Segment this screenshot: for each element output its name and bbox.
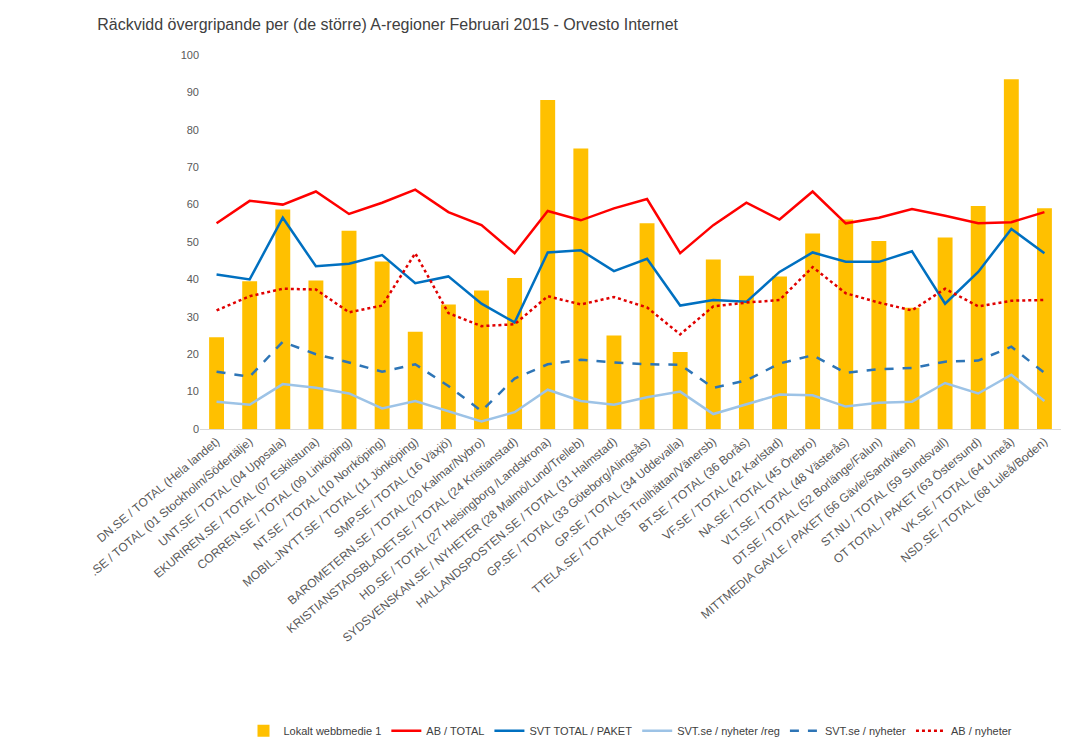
svg-text:Räckvidd övergripande per (de: Räckvidd övergripande per (de större) A-…: [97, 16, 678, 33]
svg-text:BT.SE / TOTAL (36 Borås): BT.SE / TOTAL (36 Borås): [636, 435, 752, 535]
svg-text:HALLANDSPOSTEN.SE / TOTAL (31: HALLANDSPOSTEN.SE / TOTAL (31 Halmstad): [413, 435, 619, 611]
svg-text:100: 100: [181, 49, 199, 61]
svg-text:NT.SE / TOTAL (10 Norrköping): NT.SE / TOTAL (10 Norrköping): [251, 435, 388, 553]
svg-text:KRISTIANSTADSBLADET.SE / TOTAL: KRISTIANSTADSBLADET.SE / TOTAL (24 Krist…: [284, 435, 520, 636]
svg-text:80: 80: [187, 124, 199, 136]
svg-text:TTELA.SE / TOTAL (35 Trollhätt: TTELA.SE / TOTAL (35 Trollhättan/Vänersb…: [530, 435, 720, 597]
svg-text:AB / nyheter: AB / nyheter: [951, 725, 1012, 737]
svg-text:MOBIL.JNYTT.SE / TOTAL (11 Jön: MOBIL.JNYTT.SE / TOTAL (11 Jönköping): [240, 435, 421, 590]
svg-text:GP.SE / TOTAL (33 Göteborg/Ali: GP.SE / TOTAL (33 Göteborg/Alingsås): [484, 435, 653, 580]
svg-text:SVT TOTAL / PAKET: SVT TOTAL / PAKET: [529, 725, 632, 737]
svg-text:CORREN.SE / TOTAL (09 Linköpin: CORREN.SE / TOTAL (09 Linköping): [194, 435, 354, 573]
svg-text:SMP.SE / TOTAL (16 Växjö): SMP.SE / TOTAL (16 Växjö): [331, 435, 454, 541]
svg-text:.SE / TOTAL (01 Stockholm/Söde: .SE / TOTAL (01 Stockholm/Södertälje): [87, 435, 255, 579]
svg-text:40: 40: [187, 273, 199, 285]
svg-text:OT TOTAL / PAKET (63 Östersund: OT TOTAL / PAKET (63 Östersund): [831, 435, 984, 567]
svg-text:NSD.SE / TOTAL (68 Luleå/Boden: NSD.SE / TOTAL (68 Luleå/Boden): [898, 435, 1050, 566]
svg-text:90: 90: [187, 86, 199, 98]
svg-text:60: 60: [187, 198, 199, 210]
svg-text:0: 0: [193, 423, 199, 435]
svg-text:10: 10: [187, 385, 199, 397]
svg-text:MITTMEDIA GAVLE / PAKET (56 Gä: MITTMEDIA GAVLE / PAKET (56 Gävle/Sandvi…: [698, 435, 917, 622]
svg-text:Lokalt webbmedie 1: Lokalt webbmedie 1: [284, 725, 382, 737]
svg-text:SVT.se / nyheter: SVT.se / nyheter: [825, 725, 906, 737]
svg-text:20: 20: [187, 348, 199, 360]
svg-text:ST.NU / TOTAL (59 Sundsvall): ST.NU / TOTAL (59 Sundsvall): [818, 435, 951, 550]
svg-text:SYDSVENSKAN.SE / NYHETER (28 M: SYDSVENSKAN.SE / NYHETER (28 Malmö/Lund/…: [340, 435, 587, 645]
svg-text:VK.SE / TOTAL (64 Umeå): VK.SE / TOTAL (64 Umeå): [899, 435, 1017, 537]
svg-text:VLT.SE / TOTAL (48 Västerås): VLT.SE / TOTAL (48 Västerås): [719, 435, 852, 549]
svg-text:HD.SE / TOTAL (27 Helsingborg: HD.SE / TOTAL (27 Helsingborg /Landskron…: [357, 435, 554, 603]
svg-text:NA.SE / TOTAL (45 Örebro): NA.SE / TOTAL (45 Örebro): [696, 435, 819, 541]
svg-text:EKURIREN.SE / TOTAL (07 Eskils: EKURIREN.SE / TOTAL (07 Eskilstuna): [151, 435, 322, 581]
svg-text:UNT.SE / TOTAL (04 Uppsala): UNT.SE / TOTAL (04 Uppsala): [156, 435, 289, 550]
svg-text:AB / TOTAL: AB / TOTAL: [426, 725, 484, 737]
svg-text:GP.SE / TOTAL (34 Uddevalla): GP.SE / TOTAL (34 Uddevalla): [552, 435, 686, 551]
svg-text:SVT.se / nyheter /reg: SVT.se / nyheter /reg: [677, 725, 780, 737]
svg-text:VF.SE / TOTAL (42 Karlstad): VF.SE / TOTAL (42 Karlstad): [660, 435, 786, 544]
svg-text:30: 30: [187, 311, 199, 323]
svg-text:DT.SE / TOTAL (52 Borlänge/Fal: DT.SE / TOTAL (52 Borlänge/Falun): [730, 435, 885, 568]
svg-text:BAROMETERN.SE / TOTAL (20 Kalm: BAROMETERN.SE / TOTAL (20 Kalmar/Nybro): [285, 435, 487, 608]
svg-text:50: 50: [187, 236, 199, 248]
svg-text:DN.SE / TOTAL (Hela landet): DN.SE / TOTAL (Hela landet): [94, 435, 222, 546]
svg-text:70: 70: [187, 161, 199, 173]
